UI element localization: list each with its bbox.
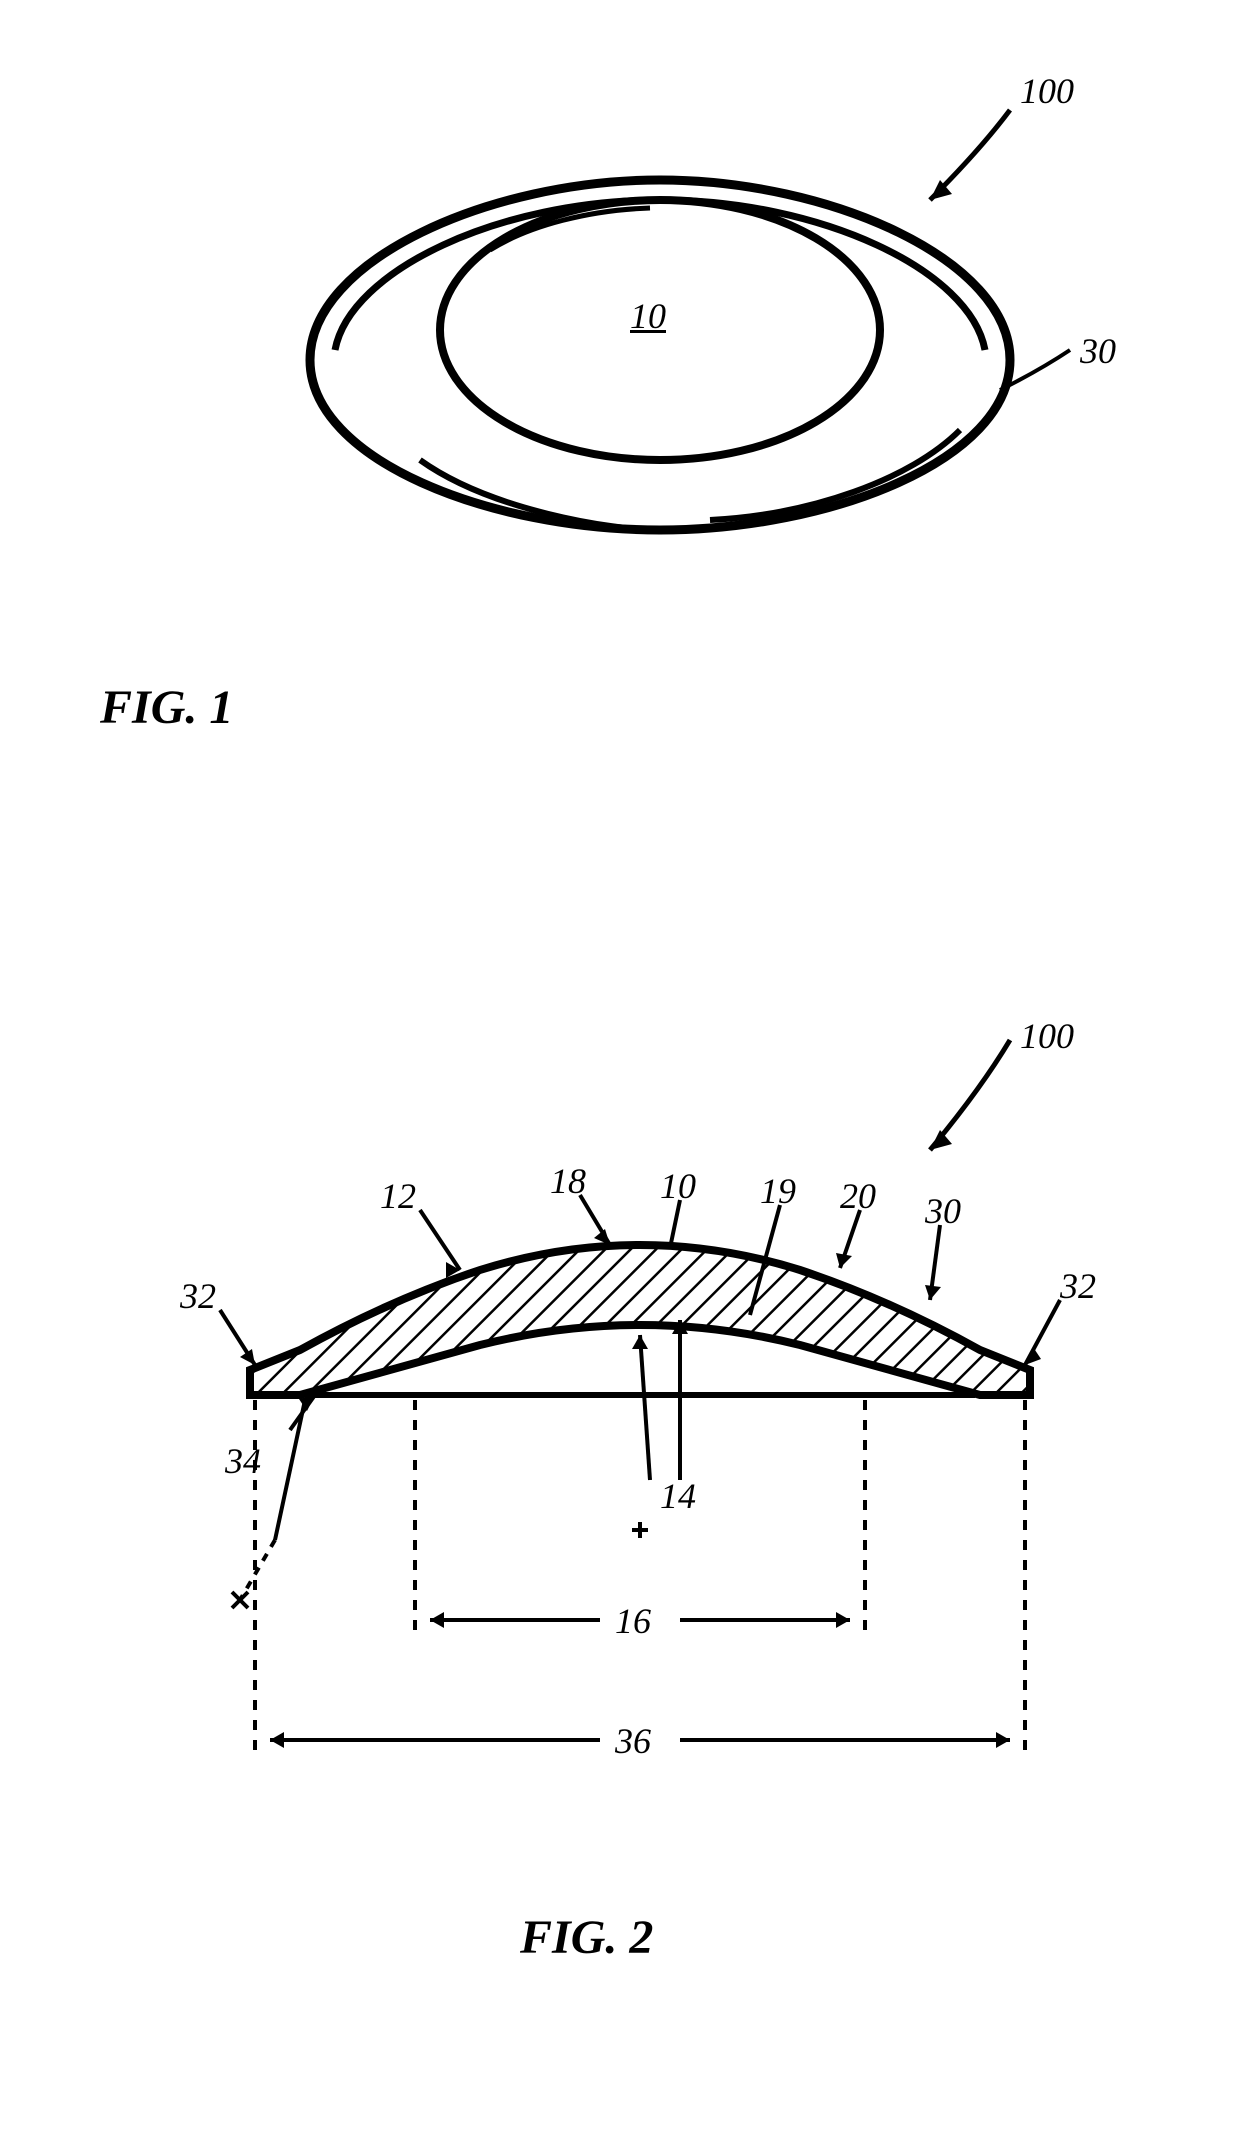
fig2-ref-14: 14 (660, 1475, 696, 1517)
figure-1-label: FIG. 1 (100, 680, 233, 735)
fig2-ref-100: 100 (1020, 1015, 1074, 1057)
fig2-ref-30: 30 (925, 1190, 961, 1232)
fig2-ref-19: 19 (760, 1170, 796, 1212)
figure-2-label: FIG. 2 (520, 1910, 653, 1965)
fig2-ref-10: 10 (660, 1165, 696, 1207)
fig2-ref-32b: 32 (1060, 1265, 1096, 1307)
figure-2-drawing (140, 1000, 1140, 1900)
fig2-ref-32a: 32 (180, 1275, 216, 1317)
fig2-ref-12: 12 (380, 1175, 416, 1217)
fig2-ref-34: 34 (225, 1440, 261, 1482)
fig2-ref-20: 20 (840, 1175, 876, 1217)
fig1-ref-10: 10 (630, 295, 666, 337)
fig2-ref-18: 18 (550, 1160, 586, 1202)
fig1-ref-30: 30 (1080, 330, 1116, 372)
figure-1-drawing (190, 60, 1090, 660)
patent-figure-page: 100 10 30 FIG. 1 (40, 40, 1218, 2106)
fig1-ref-100: 100 (1020, 70, 1074, 112)
fig2-ref-36: 36 (615, 1720, 651, 1762)
fig2-ref-16: 16 (615, 1600, 651, 1642)
